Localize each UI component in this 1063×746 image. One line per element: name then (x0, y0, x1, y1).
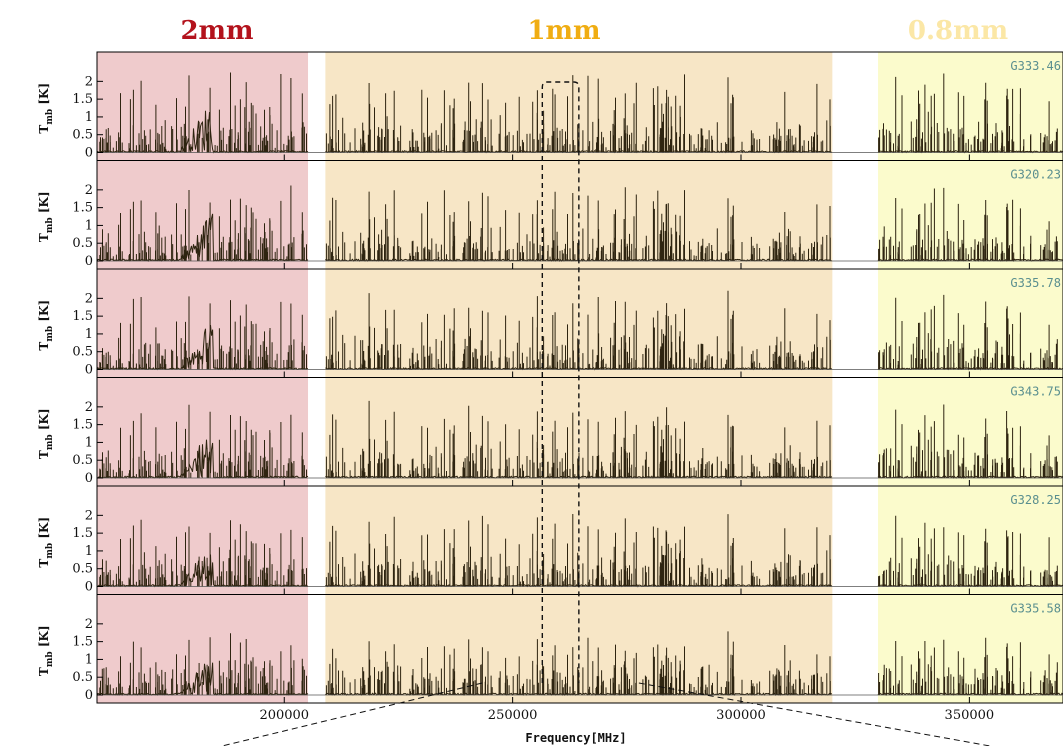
source-label-G335.78: G335.78 (1010, 276, 1061, 290)
y-axis-label: Tmb [K] (37, 408, 55, 459)
y-tick-label-G335.58: 2 (85, 617, 93, 632)
spectra (96, 72, 1063, 696)
y-tick-label-G343.75: 0.5 (72, 453, 93, 468)
y-tick-label-G328.25: 1.5 (72, 526, 93, 541)
y-tick-label-G333.46: 0 (85, 146, 93, 161)
y-tick-label-G328.25: 0.5 (72, 562, 93, 577)
panel-frame-G335.58 (96, 594, 1063, 704)
y-tick-label-G320.23: 0 (85, 254, 93, 269)
y-tick-label-G333.46: 2 (85, 74, 93, 89)
y-axis-label: Tmb [K] (37, 517, 55, 568)
spectrum-G335.58 (96, 631, 1063, 696)
y-tick-label-G333.46: 1 (85, 110, 93, 125)
y-axis-label: Tmb [K] (37, 83, 55, 134)
y-tick-label-G320.23: 1 (85, 218, 93, 233)
y-tick-label-G320.23: 0.5 (72, 236, 93, 251)
source-label-G335.58: G335.58 (1010, 602, 1061, 616)
y-tick-label-G343.75: 0 (85, 471, 93, 486)
y-tick-label-G328.25: 0 (85, 580, 93, 595)
x-axis-label: Frequency[MHz] (525, 731, 626, 745)
band-title-0.8mm: 0.8mm (908, 16, 1008, 46)
y-tick-label-G335.78: 1 (85, 327, 93, 342)
y-tick-label-G335.78: 0 (85, 363, 93, 378)
zoom-box (541, 81, 580, 683)
y-tick-label-G335.58: 0.5 (72, 670, 93, 685)
y-tick-label-G328.25: 1 (85, 544, 93, 559)
y-tick-label-G343.75: 1 (85, 435, 93, 450)
x-tick-label: 300000 (716, 708, 766, 723)
y-tick-label-G335.58: 1.5 (72, 635, 93, 650)
x-tick-label: 250000 (488, 708, 538, 723)
y-tick-label-G320.23: 1.5 (72, 201, 93, 216)
zoom-window (221, 81, 991, 746)
y-tick-label-G343.75: 1.5 (72, 418, 93, 433)
spectrum-G335.78 (96, 290, 1063, 371)
source-label-G333.46: G333.46 (1010, 59, 1061, 73)
band-titles: 2mm 1mm 0.8mm (180, 16, 1008, 46)
axes: 0 0.5 1 1.5 2 Tmb [K] G333.46 0 0.5 1 1.5 2 Tmb [K] G… (37, 51, 1063, 723)
source-label-G343.75: G343.75 (1010, 385, 1061, 399)
y-tick-label-G335.58: 0 (85, 688, 93, 703)
spectrum-G328.25 (96, 514, 1063, 588)
x-tick-label: 350000 (945, 708, 995, 723)
y-tick-label-G335.78: 0.5 (72, 345, 93, 360)
y-axis-label: Tmb [K] (37, 300, 55, 351)
y-tick-label-G320.23: 2 (85, 183, 93, 198)
band-title-1mm: 1mm (527, 16, 600, 46)
y-tick-label-G333.46: 0.5 (72, 128, 93, 143)
y-tick-label-G333.46: 1.5 (72, 92, 93, 107)
y-axis-label: Tmb [K] (37, 191, 55, 242)
y-tick-label-G343.75: 2 (85, 400, 93, 415)
source-label-G328.25: G328.25 (1010, 493, 1061, 507)
source-label-G320.23: G320.23 (1010, 168, 1061, 182)
x-tick-label: 200000 (259, 708, 309, 723)
y-tick-label-G335.78: 1.5 (72, 309, 93, 324)
y-tick-label-G328.25: 2 (85, 508, 93, 523)
spectrum-G333.46 (96, 72, 1063, 154)
zoom-line-left (221, 682, 483, 746)
y-tick-label-G335.58: 1 (85, 652, 93, 667)
y-tick-label-G335.78: 2 (85, 291, 93, 306)
spectrum-G343.75 (96, 400, 1063, 479)
spectrum-G320.23 (96, 185, 1063, 262)
y-axis-label: Tmb [K] (37, 625, 55, 676)
band-title-2mm: 2mm (180, 16, 253, 46)
